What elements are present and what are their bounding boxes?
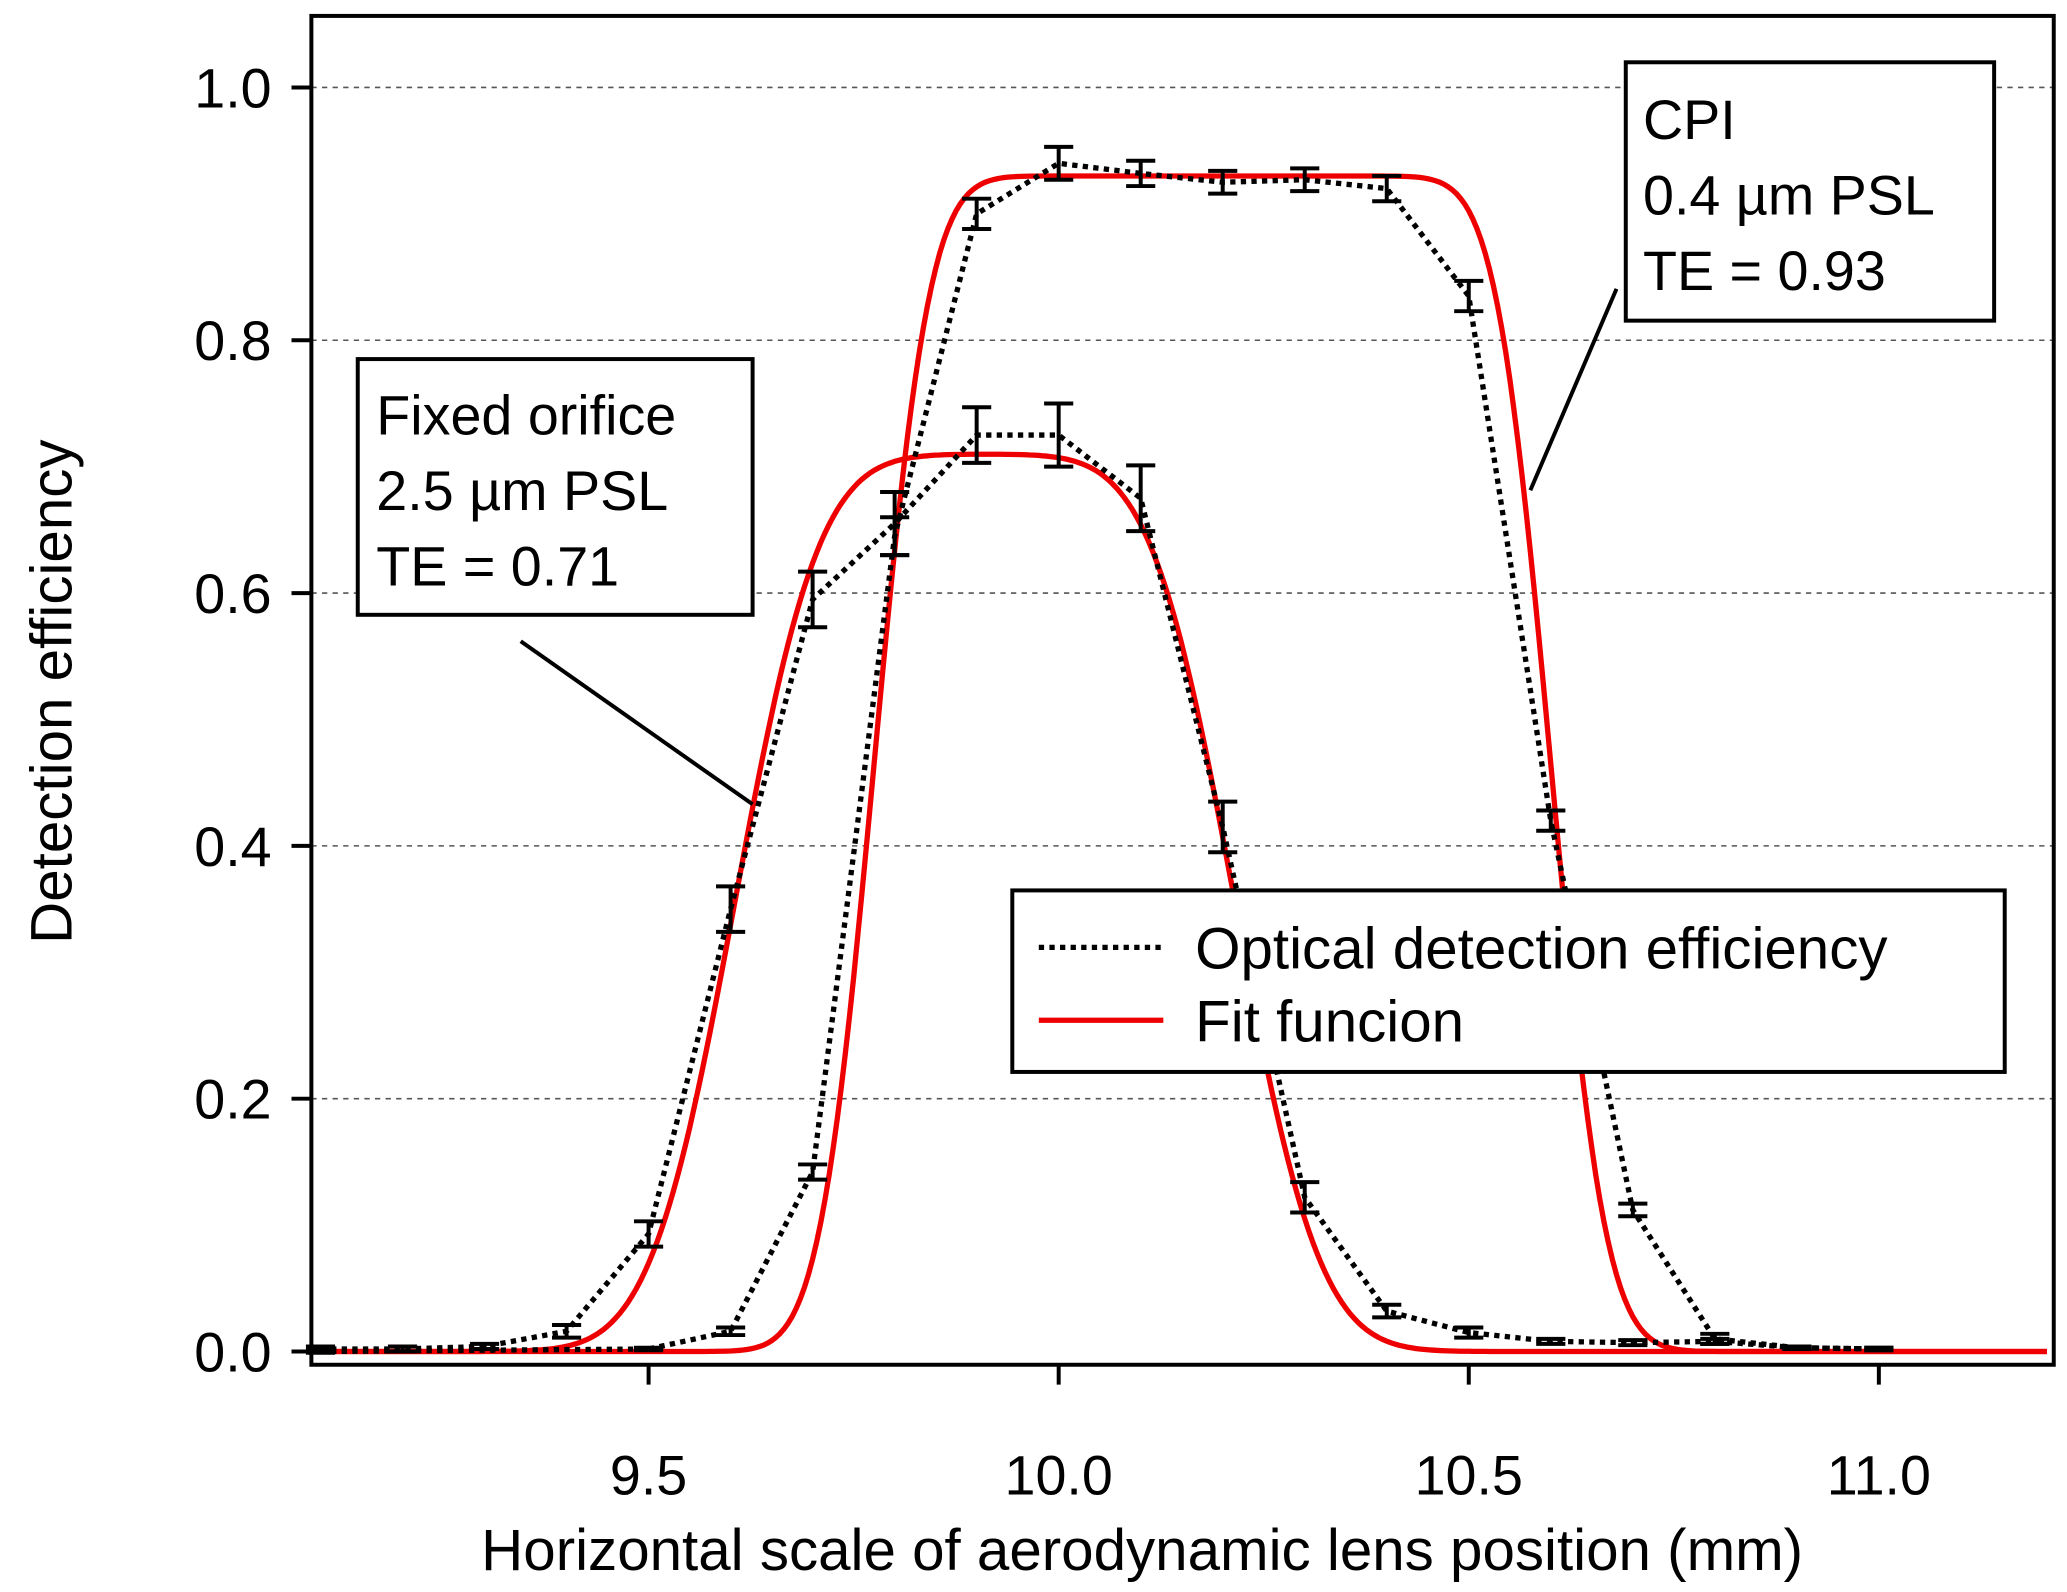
axes: 0.0 0.2 0.4 0.6 0.8 1.0 9.5 10.0 10.5 11.0	[194, 57, 1931, 1506]
legend-label-observed: Optical detection efficiency	[1195, 917, 1888, 982]
y-tick-label: 0.8	[194, 310, 271, 372]
legend: Optical detection efficiency Fit funcion	[1010, 888, 2007, 1074]
observed-line-1	[320, 160, 1879, 1355]
y-tick-label: 1.0	[194, 57, 271, 119]
fit-curves	[312, 173, 2047, 1355]
annotation-line: CPI	[1643, 89, 1736, 151]
legend-label-fit: Fit funcion	[1195, 989, 1464, 1054]
cpi-annotation-box: CPI 0.4 µm PSL TE = 0.93	[1623, 60, 1997, 323]
annotation-line: Fixed orifice	[376, 385, 676, 447]
y-tick-label: 0.6	[194, 563, 271, 625]
fit-curve-3	[312, 173, 2047, 1355]
annotation-line: TE = 0.93	[1643, 240, 1886, 302]
x-tick-label: 10.5	[1415, 1445, 1523, 1507]
observed-series	[305, 144, 1894, 1355]
y-tick-label: 0.4	[194, 816, 271, 878]
annotation-line: TE = 0.71	[376, 536, 619, 598]
observed-line-0	[320, 432, 1879, 1352]
annotations: Fixed orifice 2.5 µm PSL TE = 0.71 CPI 0…	[355, 60, 1997, 806]
y-tick-label: 0.2	[194, 1069, 271, 1131]
plot-frame	[309, 13, 2056, 1367]
x-tick-label: 10.0	[1005, 1445, 1113, 1507]
x-axis-label: Horizontal scale of aerodynamic lens pos…	[481, 1518, 1803, 1583]
y-axis-label: Detection efficiency	[20, 439, 85, 944]
cpi-leader-line	[1528, 288, 1619, 492]
x-tick-label: 11.0	[1827, 1445, 1931, 1507]
y-tick-label: 0.0	[194, 1321, 271, 1383]
annotation-line: 0.4 µm PSL	[1643, 165, 1935, 227]
annotation-line: 2.5 µm PSL	[376, 460, 668, 522]
fixed-orifice-annotation-box: Fixed orifice 2.5 µm PSL TE = 0.71	[355, 357, 755, 617]
fixed-orifice-leader-line	[519, 639, 754, 806]
x-tick-label: 9.5	[610, 1445, 687, 1507]
